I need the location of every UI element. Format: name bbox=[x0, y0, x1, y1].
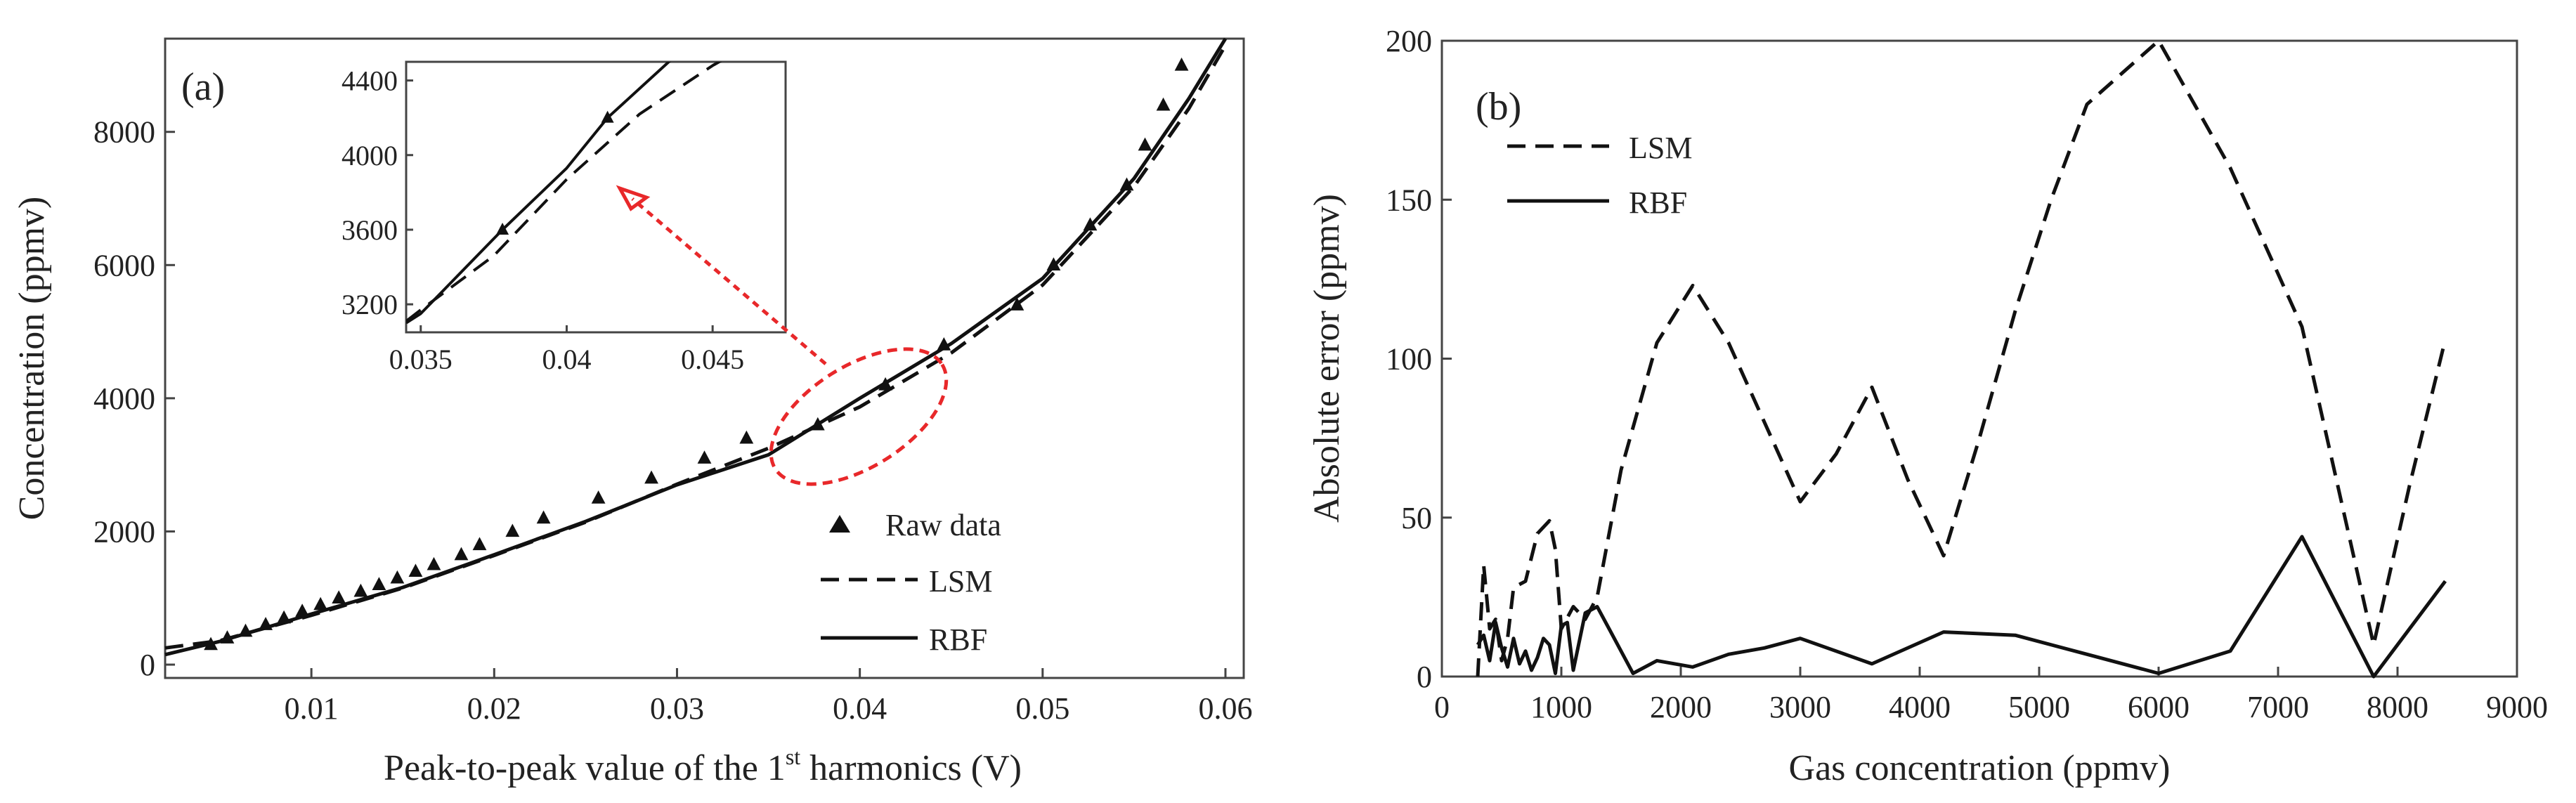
x-tick-label: 0 bbox=[1434, 690, 1450, 724]
raw-data-point bbox=[427, 557, 441, 570]
raw-data-point bbox=[1157, 98, 1171, 111]
panel-a-legend: Raw data LSM RBF bbox=[821, 508, 1001, 657]
inset-y-tick-label: 3600 bbox=[341, 214, 398, 246]
inset-plot-frame bbox=[406, 62, 786, 332]
y-tick-label: 50 bbox=[1401, 501, 1432, 535]
x-tick-label: 0.01 bbox=[285, 691, 339, 726]
inset-y-tick-label: 3200 bbox=[341, 289, 398, 320]
raw-data-point bbox=[1138, 138, 1152, 151]
panel-a-y-axis-label: Concentration (ppmv) bbox=[12, 197, 52, 521]
raw-data-point bbox=[332, 590, 346, 603]
raw-data-point bbox=[739, 431, 753, 444]
panel-b-series bbox=[1478, 41, 2445, 677]
raw-data-point bbox=[295, 603, 309, 617]
y-tick-label: 0 bbox=[1417, 660, 1432, 694]
x-tick-label: 6000 bbox=[2128, 690, 2190, 724]
panel-a-chart: 0.01 0.02 0.03 0.04 0.05 0.06 0 2000 4000 6000 800… bbox=[12, 0, 1252, 788]
figure: 0.01 0.02 0.03 0.04 0.05 0.060200040006000800… bbox=[0, 0, 2576, 803]
x-tick-label: 0.04 bbox=[833, 691, 887, 726]
raw-data-point bbox=[372, 577, 386, 590]
lsm-error-line bbox=[1478, 41, 2445, 677]
x-tick-label: 2000 bbox=[1650, 690, 1712, 724]
inset-x-tick-label: 0.035 bbox=[389, 344, 453, 375]
y-tick-label: 150 bbox=[1386, 183, 1432, 217]
raw-data-point bbox=[455, 547, 469, 561]
legend-rbf-label: RBF bbox=[929, 622, 987, 657]
y-tick-label: 200 bbox=[1386, 24, 1432, 58]
x-tick-label: 0.05 bbox=[1015, 691, 1069, 726]
raw-data-point bbox=[592, 490, 606, 504]
raw-data-point bbox=[277, 611, 291, 624]
inset-x-tick-label: 0.045 bbox=[681, 344, 744, 375]
raw-data-point bbox=[409, 563, 423, 577]
y-tick-label: 2000 bbox=[93, 514, 155, 549]
raw-data-point bbox=[473, 537, 487, 550]
x-tick-label: 4000 bbox=[1889, 690, 1951, 724]
rbf-error-line bbox=[1478, 537, 2445, 677]
panel-b-y-axis-label: Absolute error (ppmv) bbox=[1307, 194, 1347, 523]
panel-a-inset: 0.035 0.04 0.045 3200 3600 4000 4400 bbox=[341, 0, 786, 375]
x-tick-label: 0.06 bbox=[1198, 691, 1252, 726]
y-tick-label: 8000 bbox=[93, 115, 155, 150]
raw-data-point bbox=[239, 624, 253, 637]
x-tick-label: 3000 bbox=[1769, 690, 1831, 724]
panel-b-legend: LSM RBF bbox=[1507, 131, 1692, 220]
y-tick-label: 4000 bbox=[93, 381, 155, 416]
raw-data-point bbox=[313, 597, 327, 611]
panel-a-label: (a) bbox=[181, 65, 225, 109]
y-tick-label: 100 bbox=[1386, 342, 1432, 377]
legend-raw-label: Raw data bbox=[885, 508, 1001, 542]
inset-x-tick-label: 0.04 bbox=[542, 344, 591, 375]
raw-data-point bbox=[391, 570, 405, 584]
panel-b-chart: 0 1000 2000 3000 4000 5000 6000 7000 8000 9000 0 50… bbox=[1307, 24, 2548, 788]
x-tick-label: 8000 bbox=[2367, 690, 2428, 724]
panel-a-x-axis-label: Peak-to-peak value of the 1st harmonics … bbox=[384, 744, 1022, 788]
x-tick-label: 0.02 bbox=[467, 691, 521, 726]
raw-data-point bbox=[353, 584, 367, 597]
x-tick-label: 9000 bbox=[2486, 690, 2548, 724]
legend-lsm-label: LSM bbox=[1629, 131, 1692, 165]
legend-rbf-label: RBF bbox=[1629, 185, 1687, 220]
legend-lsm-label: LSM bbox=[929, 564, 992, 599]
panel-b-plot-frame bbox=[1442, 41, 2517, 677]
legend-raw-marker bbox=[829, 515, 850, 533]
x-tick-label: 1000 bbox=[1530, 690, 1592, 724]
x-tick-label: 5000 bbox=[2008, 690, 2070, 724]
raw-data-point bbox=[644, 471, 658, 484]
y-tick-label: 6000 bbox=[93, 248, 155, 282]
raw-data-point bbox=[698, 450, 712, 464]
inset-y-tick-label: 4000 bbox=[341, 140, 398, 171]
panel-b-x-axis-label: Gas concentration (ppmv) bbox=[1789, 748, 2171, 788]
panel-b-label: (b) bbox=[1476, 85, 1521, 129]
raw-data-point bbox=[259, 617, 273, 630]
raw-data-point bbox=[505, 523, 519, 537]
highlight-ellipse bbox=[748, 322, 969, 511]
inset-y-tick-label: 4400 bbox=[341, 65, 398, 97]
raw-data-point bbox=[537, 511, 551, 524]
y-tick-label: 0 bbox=[140, 648, 155, 682]
x-tick-label: 0.03 bbox=[650, 691, 704, 726]
x-tick-label: 7000 bbox=[2247, 690, 2309, 724]
raw-data-point bbox=[811, 417, 825, 431]
raw-data-point bbox=[1175, 58, 1189, 71]
